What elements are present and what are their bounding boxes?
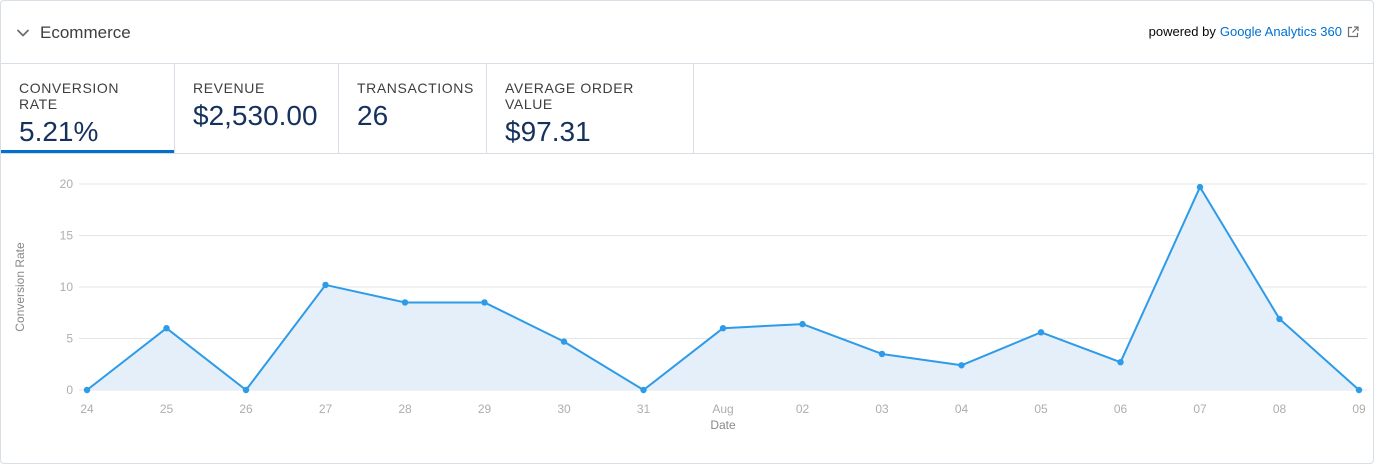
tab-value: 5.21% — [19, 116, 99, 147]
card-header: Ecommerce powered by Google Analytics 36… — [1, 1, 1373, 64]
tab-value: $2,530.00 — [193, 100, 318, 131]
data-point — [878, 350, 886, 358]
section-toggle[interactable]: Ecommerce — [15, 20, 155, 46]
data-point — [481, 299, 488, 306]
metric-tabs: CONVERSION RATE 5.21% REVENUE $2,530.00 … — [1, 64, 1373, 154]
tab-average-order-value[interactable]: AVERAGE ORDER VALUE $97.31 — [487, 64, 694, 153]
y-tick-label: 10 — [60, 280, 74, 294]
tab-label: AVERAGE ORDER VALUE — [505, 80, 634, 112]
x-axis-title: Date — [710, 418, 736, 432]
data-point — [242, 386, 250, 394]
data-point — [719, 325, 727, 332]
y-tick-label: 15 — [60, 229, 74, 243]
chevron-down-icon[interactable] — [15, 25, 31, 41]
x-tick-label: 04 — [955, 402, 969, 416]
tab-label: TRANSACTIONS — [357, 80, 474, 96]
data-point — [560, 338, 568, 345]
x-tick-label: 25 — [160, 402, 174, 416]
data-point — [163, 325, 170, 332]
data-point — [401, 299, 409, 306]
powered-by-prefix: powered by — [1148, 24, 1216, 39]
x-tick-label: 02 — [796, 402, 810, 416]
y-tick-label: 5 — [66, 332, 73, 346]
tab-transactions[interactable]: TRANSACTIONS 26 — [339, 64, 487, 153]
data-point — [1276, 315, 1283, 323]
x-tick-label: 31 — [637, 402, 651, 416]
x-tick-label: 09 — [1352, 402, 1366, 416]
google-analytics-link[interactable]: Google Analytics 360 — [1219, 24, 1342, 39]
y-tick-label: 0 — [66, 383, 73, 397]
x-tick-label: 29 — [478, 402, 492, 416]
powered-by: powered by Google Analytics 360 — [1149, 24, 1359, 39]
data-point — [322, 281, 329, 289]
x-tick-label: 27 — [319, 402, 333, 416]
tab-label: REVENUE — [193, 80, 265, 96]
x-tick-label: 26 — [239, 402, 253, 416]
tab-value: $97.31 — [505, 116, 591, 147]
data-point — [958, 362, 965, 369]
x-tick-label: 30 — [557, 402, 571, 416]
tab-value: 26 — [357, 100, 389, 131]
section-title: Ecommerce — [40, 23, 131, 42]
x-tick-label: 03 — [875, 402, 889, 416]
y-tick-label: 20 — [60, 177, 74, 191]
x-tick-label: Aug — [712, 402, 733, 416]
x-tick-label: 08 — [1273, 402, 1287, 416]
data-point — [1117, 358, 1124, 366]
x-tick-label: 06 — [1114, 402, 1128, 416]
data-point — [799, 320, 806, 328]
tab-label: CONVERSION RATE — [19, 80, 120, 112]
data-point — [1196, 183, 1204, 191]
y-axis-title: Conversion Rate — [13, 242, 27, 332]
x-tick-label: 07 — [1193, 402, 1207, 416]
series-area — [87, 187, 1359, 390]
data-point — [1355, 386, 1363, 394]
data-point — [1037, 329, 1045, 336]
tab-conversion-rate[interactable]: CONVERSION RATE 5.21% — [1, 64, 175, 153]
x-tick-label: 28 — [398, 402, 412, 416]
tab-revenue[interactable]: REVENUE $2,530.00 — [175, 64, 339, 153]
data-point — [83, 386, 91, 394]
external-link-icon[interactable] — [1347, 25, 1359, 38]
x-tick-label: 24 — [80, 402, 94, 416]
x-tick-label: 05 — [1034, 402, 1048, 416]
data-point — [640, 386, 647, 394]
